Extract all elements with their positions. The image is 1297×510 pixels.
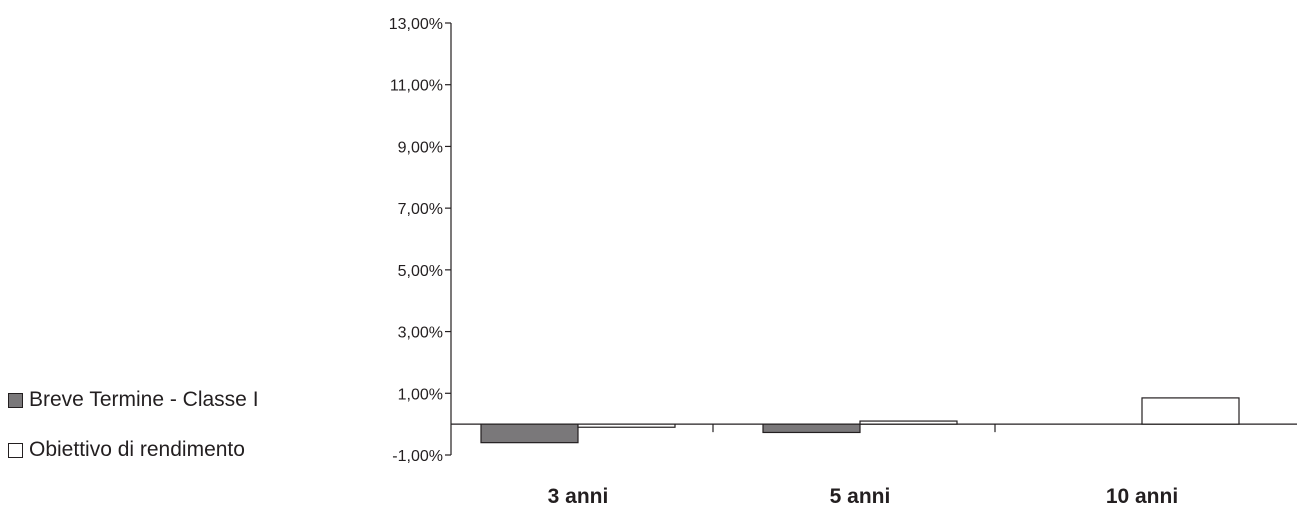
y-tick-label-0: 13,00% — [389, 16, 443, 33]
bar-2-3-anni — [578, 424, 675, 427]
legend-label-series-2: Obiettivo di rendimento — [29, 438, 245, 462]
legend-swatch-series-1 — [8, 393, 23, 408]
bar-1-3-anni — [481, 424, 578, 443]
y-tick-label-5: 3,00% — [398, 325, 443, 342]
legend-item-series-1: Breve Termine - Classe I — [8, 388, 259, 412]
y-tick-label-6: 1,00% — [398, 386, 443, 403]
bar-1-5-anni — [763, 424, 860, 432]
legend-item-series-2: Obiettivo di rendimento — [8, 438, 245, 462]
legend-label-series-1: Breve Termine - Classe I — [29, 388, 259, 412]
y-tick-label-7: -1,00% — [392, 448, 443, 465]
y-tick-label-4: 5,00% — [398, 263, 443, 280]
x-tick-label-0: 3 anni — [548, 485, 609, 508]
y-tick-label-2: 9,00% — [398, 139, 443, 156]
bar-2-10-anni — [1142, 398, 1239, 424]
legend-swatch-series-2 — [8, 443, 23, 458]
x-tick-label-2: 10 anni — [1106, 485, 1178, 508]
bar-2-5-anni — [860, 421, 957, 424]
x-tick-label-1: 5 anni — [830, 485, 891, 508]
y-tick-label-1: 11,00% — [390, 78, 443, 95]
y-tick-label-3: 7,00% — [398, 201, 443, 218]
